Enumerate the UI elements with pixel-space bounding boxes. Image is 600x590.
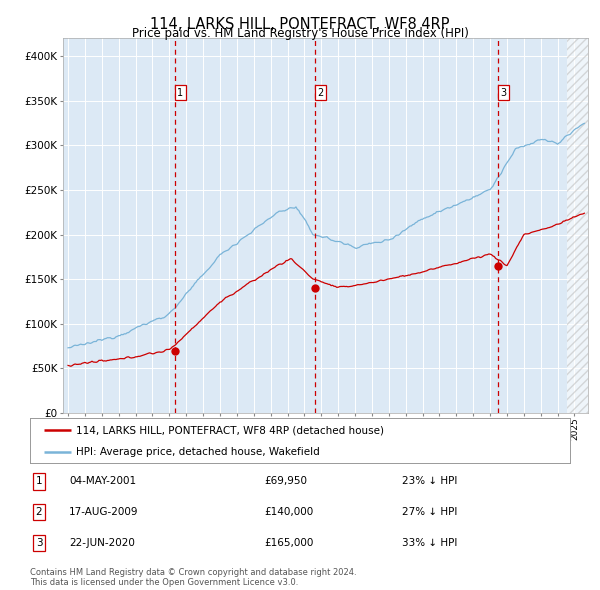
Text: 17-AUG-2009: 17-AUG-2009 [69,507,139,517]
Text: Price paid vs. HM Land Registry's House Price Index (HPI): Price paid vs. HM Land Registry's House … [131,27,469,40]
Text: £69,950: £69,950 [264,477,307,486]
Text: 27% ↓ HPI: 27% ↓ HPI [402,507,457,517]
Text: 1: 1 [177,88,184,98]
Text: £140,000: £140,000 [264,507,313,517]
Text: 2: 2 [35,507,43,517]
Text: 3: 3 [500,88,506,98]
Text: 23% ↓ HPI: 23% ↓ HPI [402,477,457,486]
Text: 114, LARKS HILL, PONTEFRACT, WF8 4RP: 114, LARKS HILL, PONTEFRACT, WF8 4RP [150,17,450,31]
Text: 3: 3 [35,538,43,548]
Text: 22-JUN-2020: 22-JUN-2020 [69,538,135,548]
Text: Contains HM Land Registry data © Crown copyright and database right 2024.
This d: Contains HM Land Registry data © Crown c… [30,568,356,587]
Text: 2: 2 [317,88,323,98]
Text: HPI: Average price, detached house, Wakefield: HPI: Average price, detached house, Wake… [76,447,320,457]
Text: 33% ↓ HPI: 33% ↓ HPI [402,538,457,548]
Bar [568,38,588,413]
Text: 1: 1 [35,477,43,486]
Text: £165,000: £165,000 [264,538,313,548]
Text: 04-MAY-2001: 04-MAY-2001 [69,477,136,486]
Text: 114, LARKS HILL, PONTEFRACT, WF8 4RP (detached house): 114, LARKS HILL, PONTEFRACT, WF8 4RP (de… [76,425,384,435]
